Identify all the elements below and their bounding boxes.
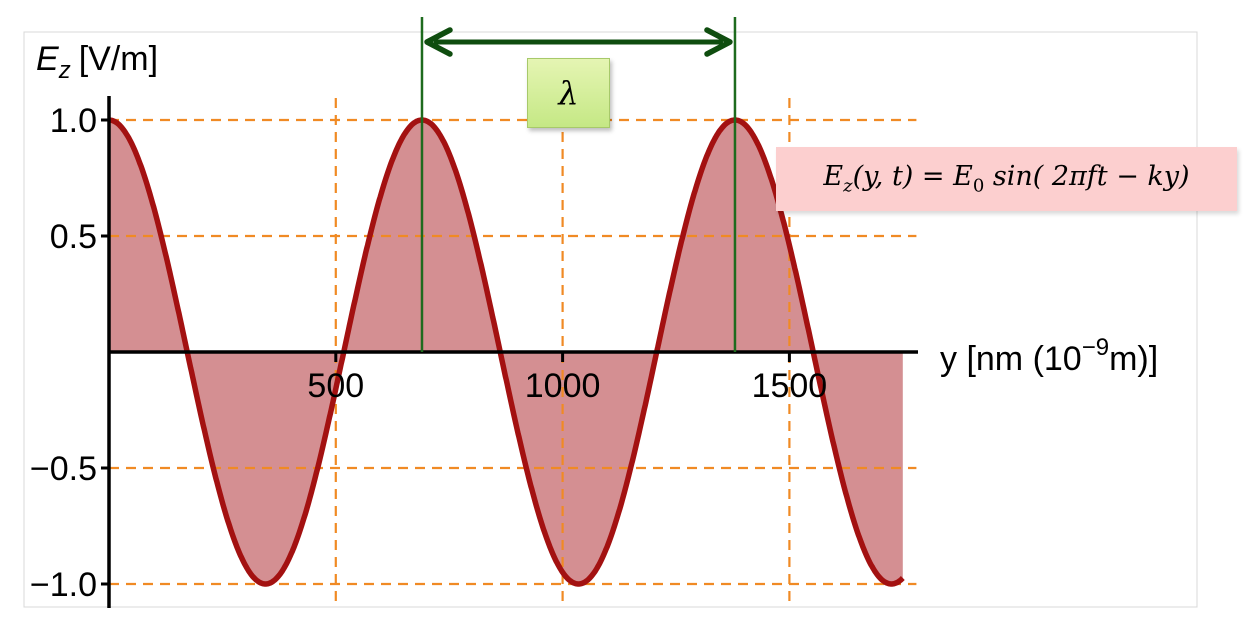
tick-label-layer: 500 1000 1500 1.0 0.5 −0.5 −1.0	[30, 102, 827, 604]
formula-box: Ez(y, t) = E0 sin( 2πft − ky)	[776, 147, 1237, 211]
x-axis-label-prefix: y [nm (10	[940, 340, 1082, 378]
wavelength-label-box: λ	[527, 58, 610, 128]
formula-rest: (y, t) = E	[852, 161, 973, 193]
x-tick-label: 1500	[752, 367, 828, 405]
x-tick-label: 1000	[525, 367, 601, 405]
formula-text: Ez(y, t) = E0 sin( 2πft − ky)	[823, 161, 1189, 196]
x-axis-label-suffix: m)]	[1109, 340, 1158, 378]
y-tick-label: −1.0	[30, 566, 97, 604]
y-tick-label: −0.5	[30, 450, 97, 488]
formula-main: E	[823, 161, 844, 193]
wavelength-marker-layer	[420, 17, 737, 352]
y-tick-label: 1.0	[50, 102, 97, 140]
series-line	[107, 117, 905, 587]
x-axis-label-exponent: −9	[1082, 334, 1109, 361]
y-tick-label: 0.5	[50, 218, 97, 256]
wavelength-arrowhead-left	[424, 27, 453, 57]
y-axis-label-main: E	[36, 40, 59, 78]
wavelength-arrowhead-right	[704, 27, 733, 57]
formula-sub: z	[843, 175, 853, 197]
y-axis-label-unit: [V/m]	[79, 40, 158, 78]
y-axis-label: Ez [V/m]	[36, 40, 158, 84]
x-tick-label: 500	[307, 367, 364, 405]
formula-tail: sin( 2πft − ky)	[984, 161, 1190, 193]
axes-layer	[101, 96, 918, 608]
curve-layer	[107, 117, 905, 587]
formula-sub2: 0	[972, 175, 985, 197]
x-axis-label: y [nm (10−9m)]	[940, 334, 1158, 378]
y-axis-label-sub: z	[58, 57, 71, 84]
wavelength-label: λ	[558, 74, 579, 112]
